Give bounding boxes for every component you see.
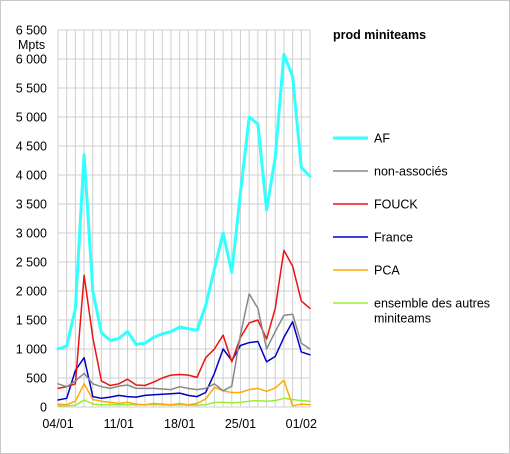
y-axis-label: Mpts bbox=[18, 38, 45, 52]
series-line-4 bbox=[57, 379, 311, 407]
x-tick-label: 01/02 bbox=[286, 417, 317, 431]
x-tick-label: 11/01 bbox=[104, 417, 134, 431]
chart-title: prod miniteams bbox=[333, 28, 426, 42]
y-tick-label: 6 500 bbox=[16, 24, 47, 38]
series-line-0 bbox=[56, 52, 312, 351]
series-line-2 bbox=[57, 249, 311, 390]
x-tick-label: 25/01 bbox=[225, 417, 256, 431]
y-tick-label: 4 500 bbox=[16, 140, 47, 154]
y-tick-label: 4 000 bbox=[16, 169, 47, 183]
y-tick-label: 1 500 bbox=[16, 314, 47, 328]
y-tick-label: 6 000 bbox=[16, 53, 47, 67]
y-tick-label: 5 500 bbox=[16, 82, 47, 96]
plot-area bbox=[56, 52, 312, 407]
y-tick-label: 2 000 bbox=[16, 285, 47, 299]
y-tick-label: 2 500 bbox=[16, 256, 47, 270]
x-tick-label: 18/01 bbox=[164, 417, 195, 431]
y-tick-labels: 0 500 1 000 1 500 2 000 2 500 3 000 3 500 4 000 4… bbox=[16, 24, 47, 415]
legend-label: PCA bbox=[374, 264, 400, 278]
y-tick-label: 1 000 bbox=[16, 343, 47, 357]
legend: AF non-associés FOUCK France PCA ensemble des… bbox=[333, 132, 490, 326]
x-tick-label: 04/01 bbox=[42, 417, 73, 431]
legend-label: ensemble des autres miniteams bbox=[374, 297, 490, 326]
series-line-1 bbox=[57, 293, 311, 392]
legend-label: AF bbox=[374, 132, 390, 146]
y-tick-label: 3 000 bbox=[16, 227, 47, 241]
series-line-3 bbox=[57, 320, 311, 401]
y-tick-label: 3 500 bbox=[16, 198, 47, 212]
y-tick-label: 500 bbox=[26, 372, 47, 386]
y-tick-label: 0 bbox=[40, 401, 47, 415]
y-tick-label: 5 000 bbox=[16, 111, 47, 125]
series-line-5 bbox=[57, 397, 311, 407]
x-tick-labels: 04/01 11/01 18/01 25/01 01/02 bbox=[42, 417, 317, 431]
legend-label: France bbox=[374, 231, 413, 245]
legend-label: non-associés bbox=[374, 165, 448, 179]
legend-label: FOUCK bbox=[374, 198, 418, 212]
